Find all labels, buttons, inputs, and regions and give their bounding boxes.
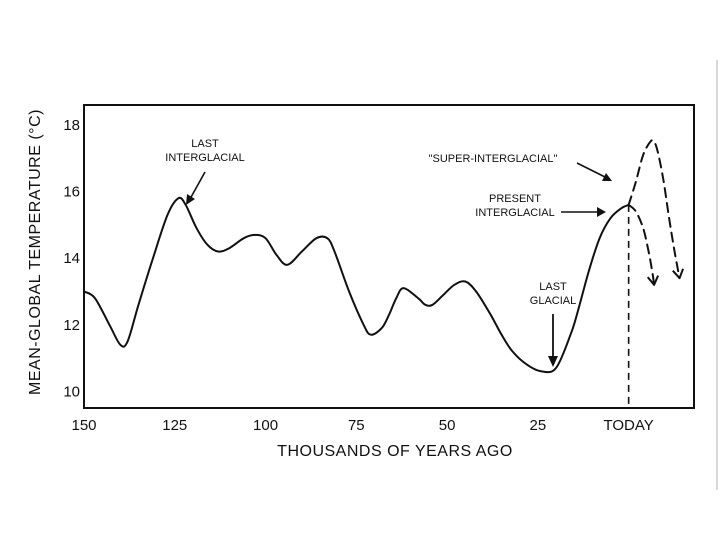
y-tick-label: 14 [63,250,80,267]
x-tick-label: 50 [439,417,456,434]
annotation-label-line: "SUPER-INTERGLACIAL" [429,153,558,165]
plot-frame [83,104,695,409]
x-tick-label: 100 [253,417,278,434]
annotation-arrow [576,162,606,178]
annotation-label-line: INTERGLACIAL [165,152,244,164]
x-tick-label: 125 [162,417,187,434]
projection-line-1 [627,139,681,280]
annotation-present-interglacial: PRESENT INTERGLACIAL [475,193,606,219]
y-tick-label: 18 [63,117,80,134]
annotation-arrow [189,171,206,200]
annotation-super-interglacial: "SUPER-INTERGLACIAL" [429,153,612,181]
slide-edge-rule [716,60,718,490]
x-axis-label: THOUSANDS OF YEARS AGO [277,443,513,460]
annotation-label-line: LAST [191,138,219,150]
annotation-arrowhead [548,356,558,367]
projection-arrowhead-1 [672,268,685,280]
series-layer [83,139,685,408]
annotation-label-line: INTERGLACIAL [475,207,554,219]
y-tick-label: 10 [63,383,80,400]
y-axis-ticks: 10 12 14 16 18 [63,117,80,400]
annotation-label-line: GLACIAL [530,295,576,307]
x-tick-label: 150 [71,417,96,434]
x-tick-label: TODAY [603,417,653,434]
annotation-arrowhead [186,194,195,205]
projection-line-2 [627,203,656,286]
annotation-arrowhead [602,173,612,181]
x-tick-label: 25 [530,417,547,434]
annotation-label-line: PRESENT [489,193,541,205]
y-axis-label: MEAN-GLOBAL TEMPERATURE (°C) [27,109,44,395]
annotation-last-interglacial: LAST INTERGLACIAL [165,138,245,205]
annotation-label-line: LAST [539,281,567,293]
temperature-line [83,196,630,374]
annotation-arrowhead [597,207,606,217]
x-tick-label: 75 [348,417,365,434]
x-axis-ticks: 150 125 100 75 50 25 TODAY [71,417,653,434]
annotation-last-glacial: LAST GLACIAL [530,281,576,367]
y-tick-label: 12 [63,317,80,334]
y-tick-label: 16 [63,184,80,201]
projection-arrowhead-2 [646,275,660,286]
